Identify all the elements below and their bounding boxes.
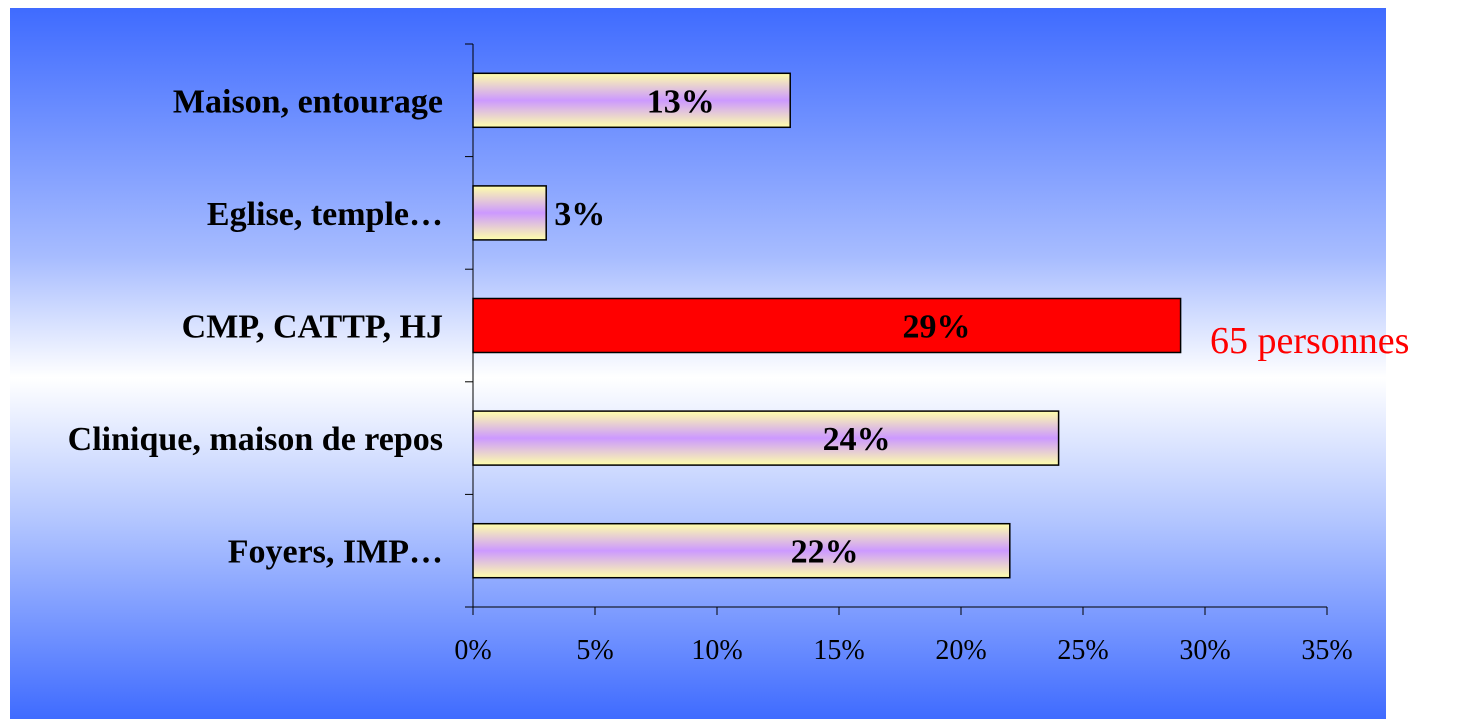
bar-3 [472,297,1182,354]
bar-2 [472,185,547,241]
category-label: CMP, CATTP, HJ [182,309,443,346]
x-tick-label: 30% [1179,635,1230,666]
x-tick-label: 10% [691,635,742,666]
x-tick-label: 25% [1057,635,1108,666]
data-label: 13% [647,83,715,120]
annotation-65-personnes: 65 personnes [1210,320,1409,362]
category-label: Foyers, IMP… [228,534,443,571]
category-label: Eglise, temple… [207,196,443,233]
bar-4 [472,410,1060,466]
category-label: Maison, entourage [173,83,443,120]
x-tick-label: 20% [935,635,986,666]
x-tick-label: 35% [1301,635,1352,666]
category-label: Clinique, maison de repos [68,421,443,458]
data-label: 3% [554,196,605,233]
x-tick-label: 5% [576,635,613,666]
data-label: 22% [791,534,859,571]
x-tick-label: 0% [454,635,491,666]
data-label: 29% [902,309,970,346]
x-tick-label: 15% [813,635,864,666]
data-label: 24% [823,421,891,458]
bar-5 [472,522,1011,579]
bar-1 [472,72,791,129]
